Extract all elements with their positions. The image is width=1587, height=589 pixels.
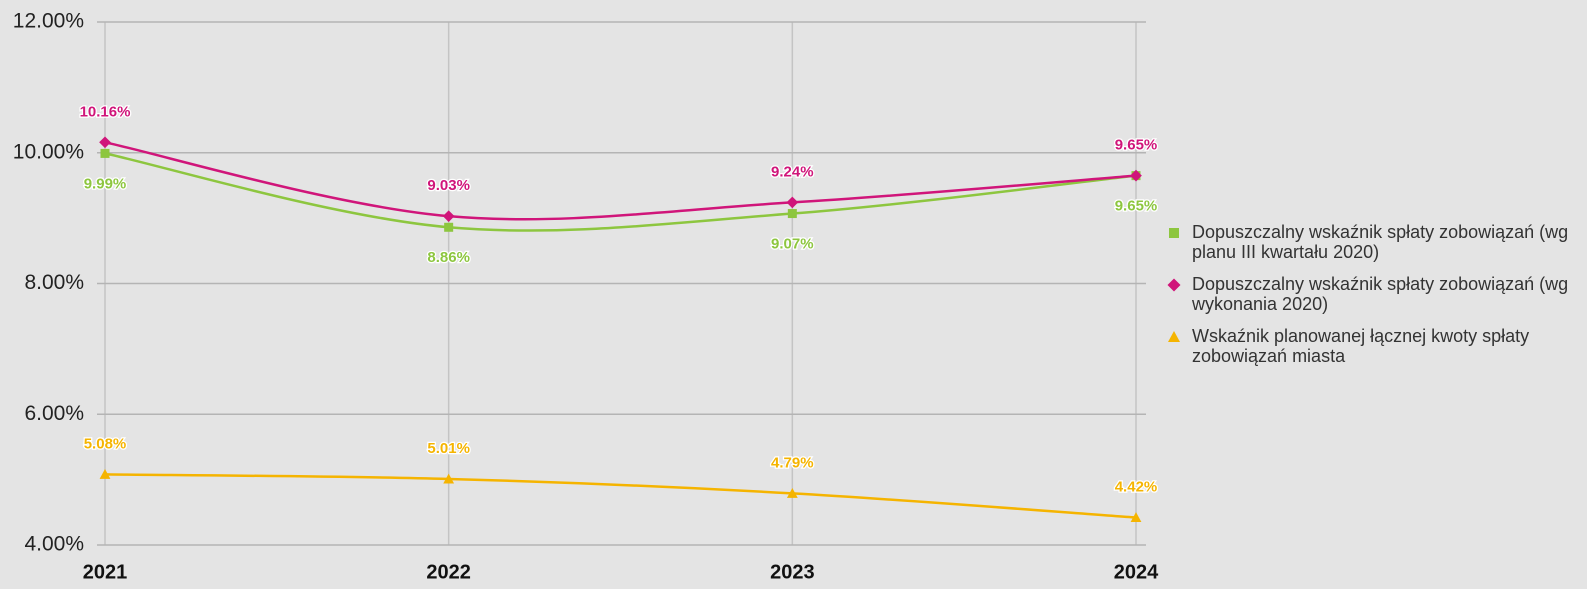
- x-tick-label: 2023: [770, 561, 815, 583]
- legend-marker: [1168, 331, 1180, 342]
- legend-entry: Wskaźnik planowanej łącznej kwoty spłaty…: [1166, 326, 1584, 366]
- data-label: 9.07%: [771, 236, 814, 253]
- data-label: 9.65%: [1115, 137, 1158, 154]
- x-tick-label: 2021: [83, 561, 128, 583]
- marker: [1130, 512, 1142, 523]
- marker: [99, 468, 111, 479]
- legend-entry: Dopuszczalny wskaźnik spłaty zobowiązań …: [1166, 274, 1584, 314]
- data-label: 5.01%: [427, 440, 470, 457]
- data-label: 4.42%: [1115, 479, 1158, 496]
- data-label: 8.86%: [427, 249, 470, 266]
- series-line: [104, 473, 1137, 519]
- series-line: [104, 152, 1137, 232]
- marker: [1130, 169, 1142, 182]
- marker: [99, 136, 111, 149]
- marker: [786, 196, 799, 209]
- x-tick-label: 2024: [1114, 561, 1159, 583]
- marker: [786, 487, 798, 498]
- marker: [100, 148, 110, 158]
- marker: [443, 473, 455, 484]
- data-label: 9.99%: [84, 175, 127, 192]
- y-tick-label: 6.00%: [24, 402, 84, 425]
- data-label: 5.08%: [84, 435, 127, 452]
- data-label: 9.24%: [771, 163, 814, 180]
- legend-entry: Dopuszczalny wskaźnik spłaty zobowiązań …: [1166, 222, 1584, 262]
- legend: Dopuszczalny wskaźnik spłaty zobowiązań …: [1166, 222, 1584, 378]
- data-label: 9.65%: [1115, 198, 1158, 215]
- marker: [1168, 331, 1180, 342]
- legend-label: Wskaźnik planowanej łącznej kwoty spłaty…: [1192, 326, 1530, 366]
- y-tick-label: 12.00%: [13, 10, 84, 33]
- data-label: 4.79%: [771, 454, 814, 471]
- legend-marker: [1169, 228, 1179, 238]
- y-tick-label: 10.00%: [13, 140, 84, 163]
- legend-label: Dopuszczalny wskaźnik spłaty zobowiązań …: [1192, 222, 1569, 262]
- legend-label: Dopuszczalny wskaźnik spłaty zobowiązań …: [1192, 274, 1569, 314]
- marker: [444, 222, 454, 232]
- y-tick-label: 4.00%: [24, 533, 84, 556]
- y-tick-label: 8.00%: [24, 271, 84, 294]
- data-label: 9.03%: [427, 177, 470, 194]
- legend-marker: [1167, 278, 1181, 292]
- marker: [1169, 228, 1179, 238]
- x-tick-label: 2022: [426, 561, 471, 583]
- marker: [442, 210, 455, 223]
- marker: [1167, 278, 1181, 292]
- marker: [787, 209, 797, 219]
- series-line: [104, 141, 1137, 221]
- data-label: 10.16%: [80, 103, 131, 120]
